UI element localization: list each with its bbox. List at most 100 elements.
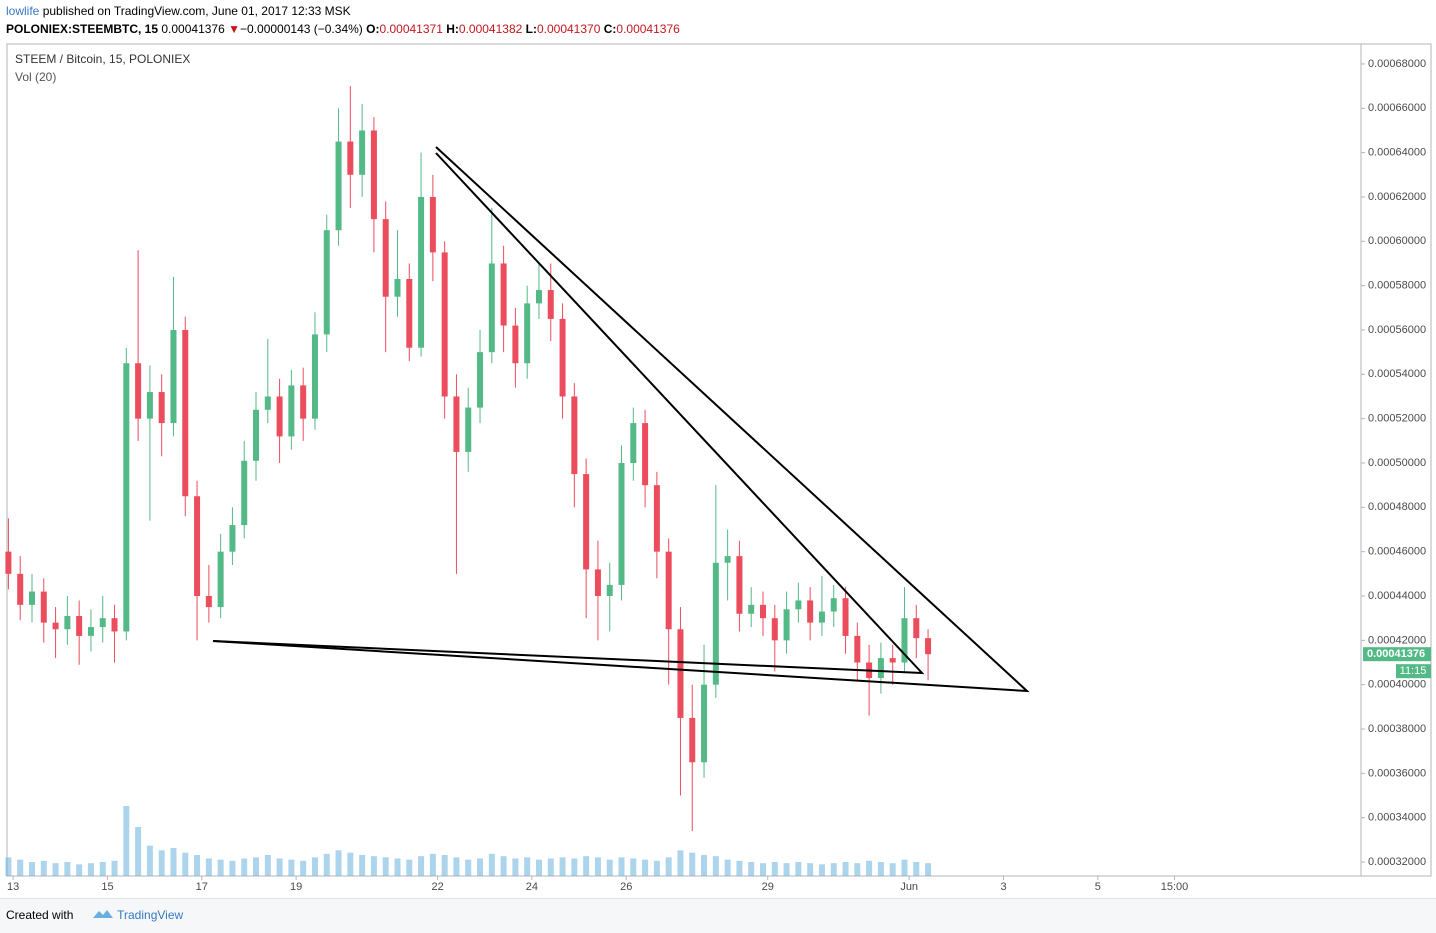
volume-bar: [347, 852, 354, 876]
candle-body: [783, 609, 790, 641]
author[interactable]: lowlife: [6, 4, 40, 18]
candle-body: [854, 635, 861, 663]
volume-bar: [571, 858, 578, 876]
candle-body: [606, 584, 613, 597]
y-tick-label: 0.00048000: [1368, 501, 1426, 513]
y-tick-label: 0.00066000: [1368, 102, 1426, 114]
candle-body: [524, 303, 531, 364]
volume-bar: [323, 853, 330, 876]
volume-bar: [618, 857, 625, 876]
symbol: POLONIEX:STEEMBTC, 15: [6, 22, 159, 36]
volume-bar: [311, 857, 318, 876]
y-tick-label: 0.00062000: [1368, 191, 1426, 203]
volume-bar: [653, 860, 660, 876]
candle-body: [335, 141, 342, 231]
candle-body: [441, 252, 448, 397]
volume-bar: [359, 855, 366, 876]
y-tick-label: 0.00046000: [1368, 546, 1426, 558]
volume-bar: [701, 855, 708, 876]
footer: Created with TradingView: [0, 898, 1436, 933]
inner-triangle: [212, 152, 925, 675]
volume-bar: [76, 864, 83, 876]
created-with: Created with: [6, 908, 74, 922]
volume-bar: [736, 860, 743, 876]
candle-body: [182, 329, 189, 497]
volume-bar: [488, 853, 495, 876]
y-tick-label: 0.00052000: [1368, 413, 1426, 425]
candle-body: [642, 423, 649, 486]
y-tick-label: 0.00064000: [1368, 147, 1426, 159]
candle-body: [194, 496, 201, 597]
volume-bar: [771, 862, 778, 876]
x-tick-label: 17: [196, 881, 208, 893]
candle-body: [842, 598, 849, 636]
brand-link[interactable]: TradingView: [92, 908, 183, 922]
volume-bar: [783, 863, 790, 876]
volume-bar: [370, 856, 377, 876]
candle-body: [889, 658, 896, 663]
candle-body: [300, 385, 307, 419]
candle-body: [748, 604, 755, 614]
volume-bar: [300, 860, 307, 876]
candle-body: [689, 717, 696, 763]
candle-body: [253, 409, 260, 461]
volume-bar: [535, 859, 542, 876]
volume-bar: [477, 858, 484, 876]
candle-body: [241, 460, 248, 526]
y-tick-label: 0.00034000: [1368, 812, 1426, 824]
x-tick-label: 5: [1095, 881, 1101, 893]
volume-bar: [217, 859, 224, 876]
volume-bar: [276, 858, 283, 876]
y-tick-label: 0.00056000: [1368, 324, 1426, 336]
brand[interactable]: TradingView: [117, 908, 184, 922]
volume-bar: [818, 864, 825, 876]
x-tick-label: 24: [526, 881, 538, 893]
candle-body: [771, 618, 778, 641]
x-tick-label: 15: [101, 881, 113, 893]
volume-bar: [123, 806, 130, 876]
candle-body: [465, 407, 472, 452]
candle-body: [217, 551, 224, 608]
candle-body: [830, 598, 837, 612]
candle-body: [17, 573, 24, 605]
candle-body: [264, 396, 271, 410]
volume-bar: [406, 859, 413, 876]
volume-bar: [807, 863, 814, 876]
volume-bar: [606, 859, 613, 876]
volume-bar: [229, 860, 236, 876]
candle-body: [52, 622, 59, 630]
volume-bar: [40, 860, 47, 876]
candle-body: [64, 615, 71, 630]
volume-bar: [87, 863, 94, 876]
open: 0.00041371: [379, 22, 443, 36]
volume-bar: [524, 857, 531, 876]
y-tick-label: 0.00042000: [1368, 634, 1426, 646]
candle-body: [724, 556, 731, 563]
volume-bar: [594, 857, 601, 876]
candle-body: [158, 392, 165, 424]
candle-body: [5, 551, 12, 574]
candle-body: [170, 329, 177, 424]
volume-bar: [264, 855, 271, 876]
candle-body: [547, 290, 554, 319]
candle-body: [347, 141, 354, 175]
y-tick-label: 0.00040000: [1368, 679, 1426, 691]
change: −0.00000143 (−0.34%): [240, 22, 363, 36]
candle-body: [571, 396, 578, 475]
candle-body: [630, 423, 637, 463]
last-time-box: [1396, 664, 1431, 679]
candle-body: [488, 263, 495, 353]
candle-body: [382, 219, 389, 297]
volume-bar: [194, 855, 201, 876]
volume-bar: [748, 862, 755, 876]
candle-body: [311, 334, 318, 419]
candle-body: [559, 318, 566, 397]
candle-body: [146, 392, 153, 419]
volume-bar: [253, 857, 260, 876]
candle-body: [111, 618, 118, 632]
volume-bar: [842, 862, 849, 876]
publish-line: lowlife published on TradingView.com, Ju…: [6, 4, 351, 18]
volume-bar: [547, 858, 554, 876]
candle-body: [40, 591, 47, 623]
candle-body: [229, 525, 236, 552]
